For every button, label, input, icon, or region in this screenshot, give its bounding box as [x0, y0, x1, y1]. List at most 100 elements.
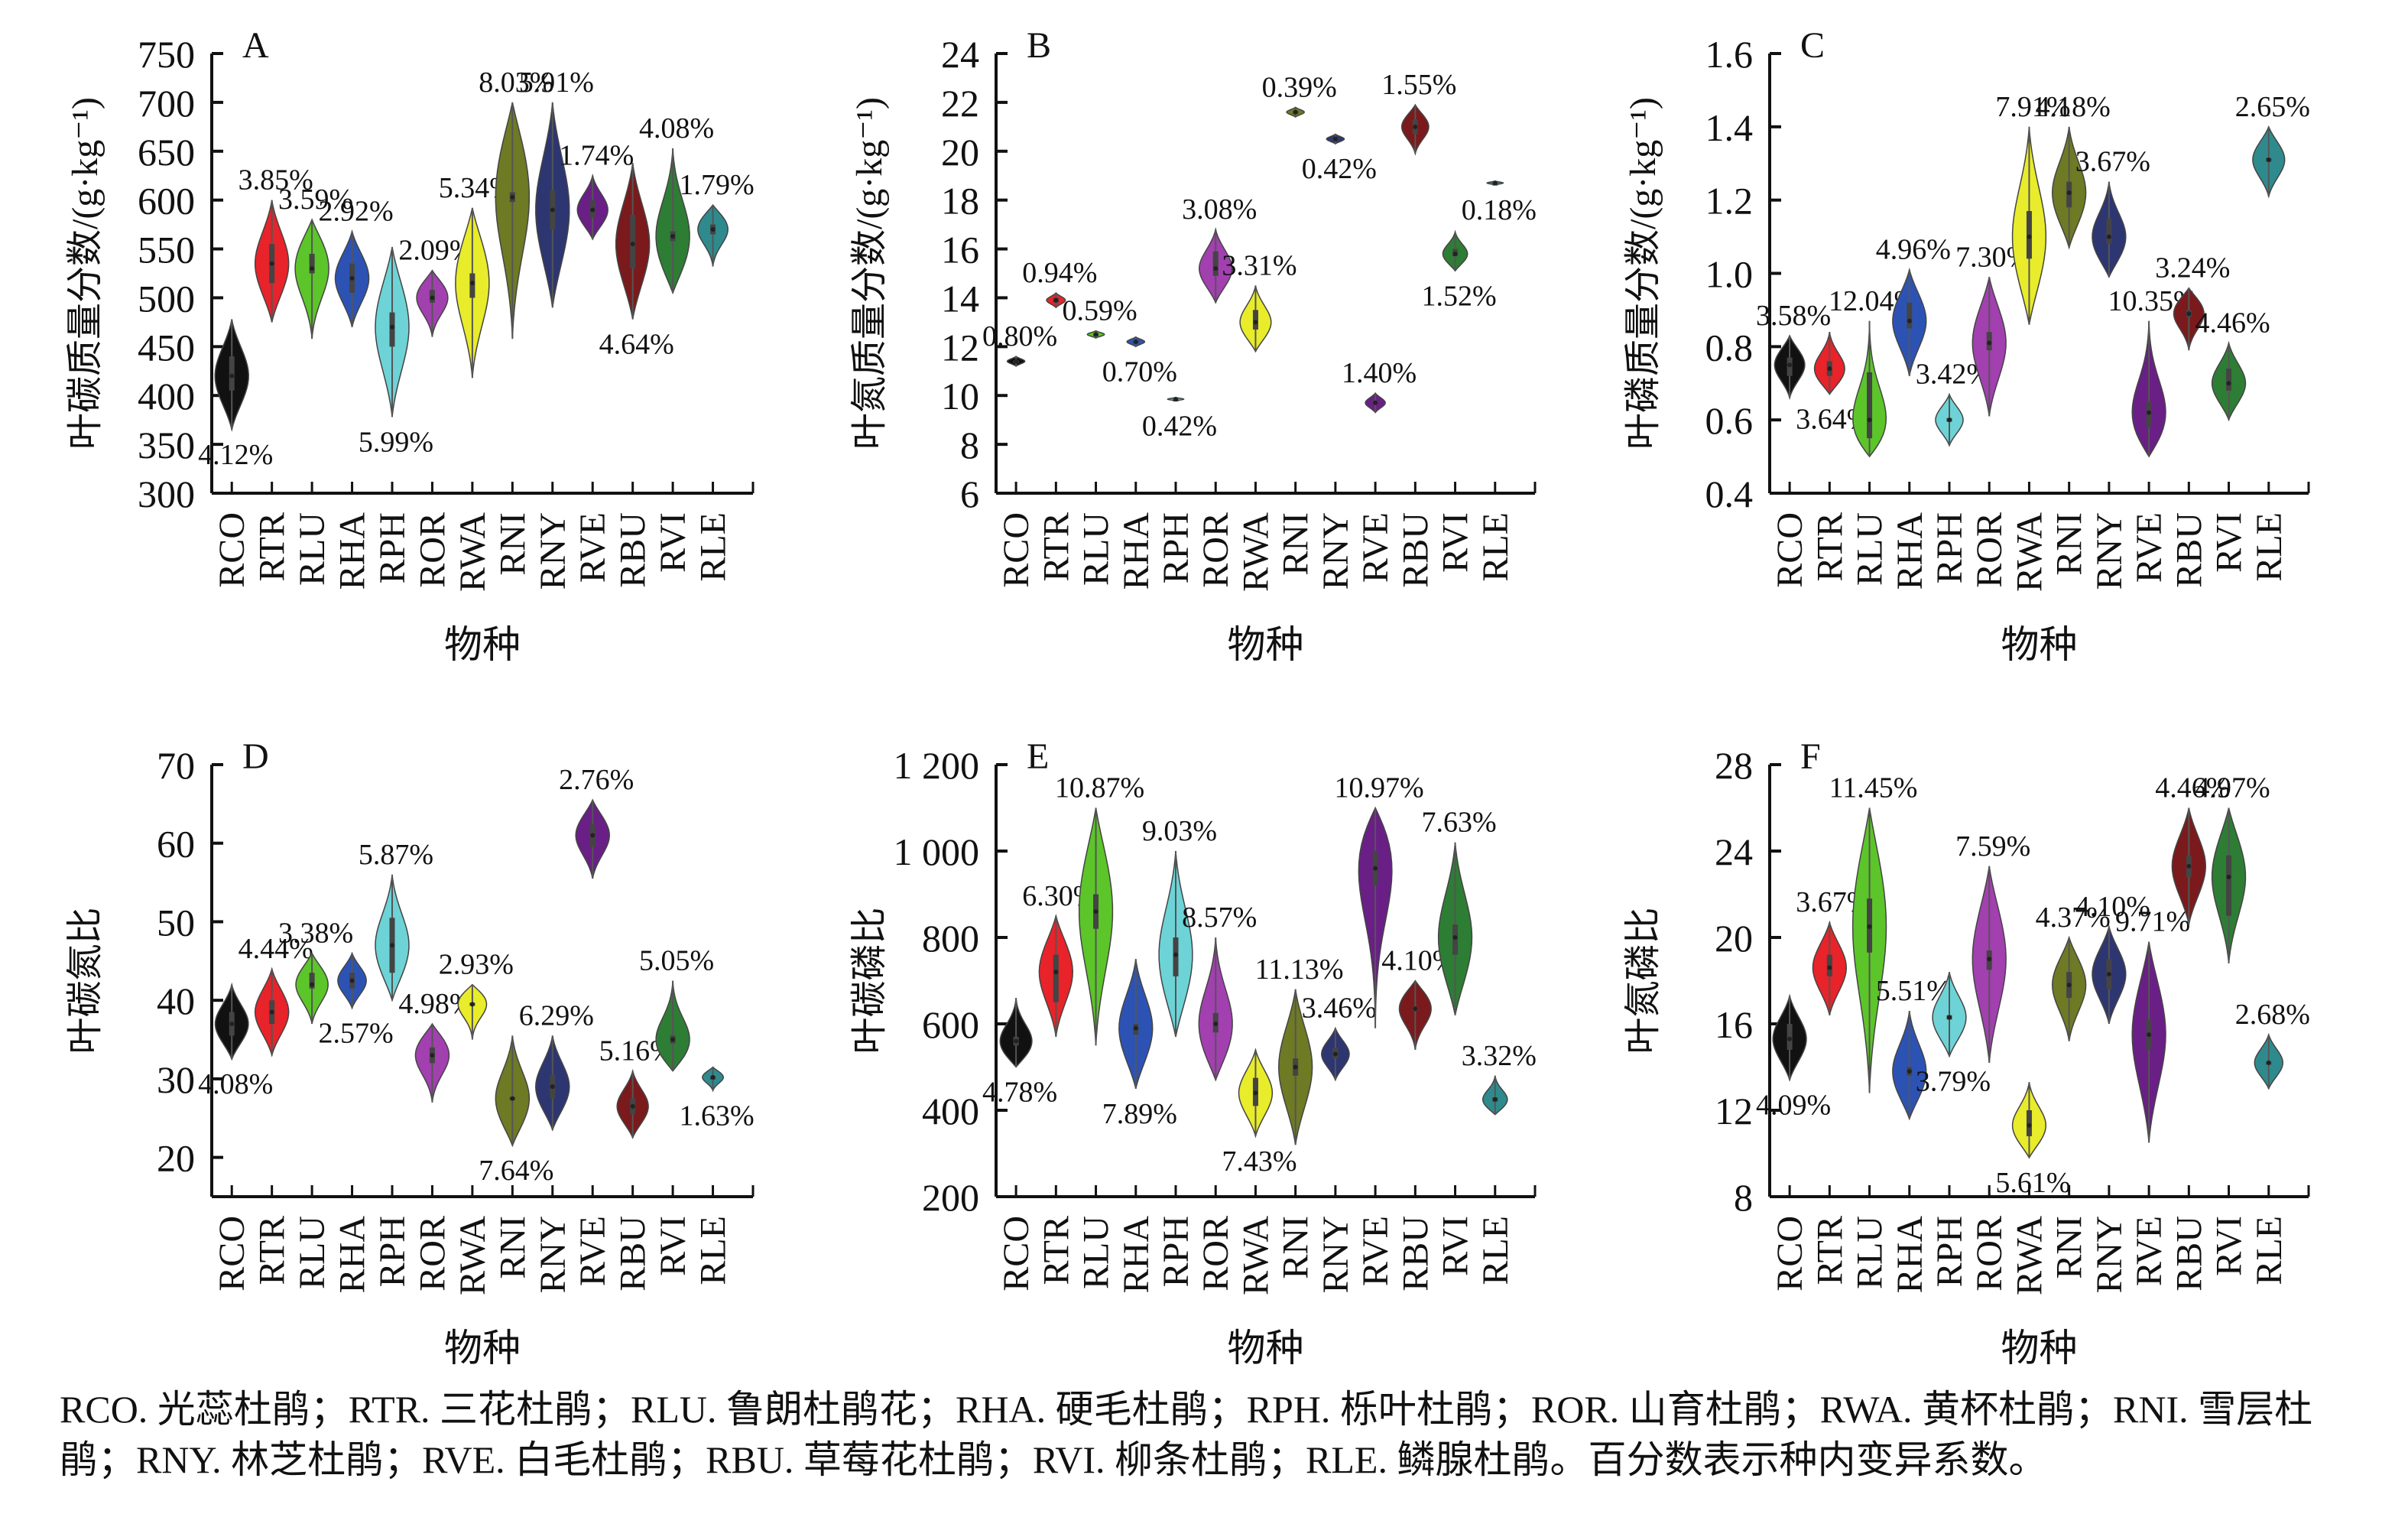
cv-label: 0.39% [1262, 71, 1337, 103]
violin-rco: 4.78% [982, 998, 1057, 1109]
x-tick-label: RCO [996, 512, 1037, 588]
cv-label: 4.64% [599, 329, 674, 361]
x-tick-label: RTR [252, 1216, 293, 1285]
violin-rle: 2.68% [2235, 999, 2310, 1090]
violin-rlu: 10.87% [1055, 772, 1144, 1046]
x-tick-label: RVI [2209, 512, 2250, 573]
x-tick-label: RNI [492, 512, 533, 576]
violin-median [469, 281, 475, 286]
x-tick-label: RPH [1929, 1216, 1970, 1287]
violin-rle: 1.79% [679, 169, 755, 267]
violin-ror: 8.57% [1182, 902, 1257, 1082]
violin-median [1053, 970, 1059, 975]
violin-median [2226, 874, 2231, 879]
violin-rwa: 3.31% [1222, 249, 1297, 353]
violin-iqr [2226, 369, 2232, 391]
x-tick-label: RTR [1036, 512, 1076, 581]
y-tick-label: 600 [138, 180, 195, 223]
x-tick-label: RHA [333, 512, 373, 590]
cv-label: 7.63% [1421, 807, 1496, 839]
x-tick-label: RWA [2009, 1216, 2049, 1295]
y-tick-label: 60 [157, 823, 195, 866]
y-tick-label: 1 200 [894, 744, 980, 787]
x-tick-label: RTR [252, 512, 293, 581]
y-tick-label: 18 [941, 180, 979, 223]
violin-median [1787, 1036, 1793, 1041]
violin-median [229, 373, 235, 379]
chart-b: B 6 8 10 12 14 16 18 20 22 24 叶氮质量分数/(g·kg⁻¹) RCO RTR… [849, 25, 1537, 666]
cv-label: 3.24% [2155, 252, 2230, 284]
cv-label: 0.18% [1462, 194, 1537, 226]
x-tick-label: RNI [1276, 512, 1316, 576]
violin-rvi: 4.46% [2195, 307, 2270, 422]
cv-label: 1.40% [1342, 357, 1417, 389]
violin-rco: 0.80% [982, 320, 1057, 367]
y-tick-label: 0.6 [1705, 399, 1754, 442]
violin-rco: 4.08% [198, 982, 273, 1100]
x-tick-label: RTR [1809, 1216, 1850, 1285]
x-tick-label: RBU [613, 512, 654, 588]
panel-e: E 200 400 600 800 1 000 1 200 叶碳磷比 RCO RTR RLU RHA R… [803, 703, 1605, 1392]
violin-rve: 1.74% [559, 140, 634, 241]
cv-label: 4.12% [198, 439, 273, 471]
x-tick-label: RWA [453, 512, 493, 592]
violin-rbu: 4.46% [2155, 772, 2230, 925]
cv-label: 3.85% [239, 164, 313, 197]
violin-rvi: 7.63% [1421, 807, 1497, 1015]
violin-rvi: 5.05% [639, 945, 714, 1072]
cv-label: 9.71% [2115, 906, 2190, 938]
violin-median [310, 982, 315, 987]
x-tick-label: RHA [333, 1216, 373, 1294]
x-tick-label: RBU [613, 1216, 654, 1291]
y-tick-label: 50 [157, 901, 195, 944]
y-tick-label: 30 [157, 1058, 195, 1101]
x-tick-label: RLE [693, 512, 734, 582]
cv-label: 3.38% [278, 918, 353, 950]
violin-median [1173, 952, 1178, 957]
x-tick-label: RCO [1770, 512, 1810, 588]
violin-median [590, 207, 596, 213]
y-axis-label: 叶氮磷比 [1623, 907, 1663, 1054]
violin-median [510, 194, 515, 200]
violin-iqr [2106, 218, 2112, 245]
cv-label: 4.96% [1876, 234, 1951, 266]
cv-label: 5.61% [1995, 1167, 2070, 1199]
cv-label: 2.57% [318, 1017, 393, 1049]
violin-rwa: 2.93% [439, 949, 514, 1040]
x-tick-label: RVE [2129, 512, 2169, 583]
y-tick-label: 0.8 [1705, 326, 1754, 369]
violin-median [1867, 924, 1872, 929]
violin-median [1787, 362, 1793, 368]
x-tick-label: RLE [2249, 512, 2290, 582]
violin-median [710, 227, 716, 232]
cv-label: 4.09% [1756, 1089, 1831, 1121]
y-tick-label: 20 [941, 131, 979, 174]
x-tick-label: RWA [453, 1216, 493, 1295]
violin-median [630, 1103, 635, 1109]
x-axis-label: 物种 [2001, 623, 2078, 666]
violin-rph: 9.03% [1142, 815, 1217, 1038]
cv-label: 4.08% [198, 1068, 273, 1100]
violin-rco: 4.12% [198, 319, 273, 471]
cv-label: 3.08% [1182, 193, 1257, 226]
y-tick-label: 28 [1715, 744, 1753, 787]
violin-median [430, 1053, 435, 1058]
violin-median [269, 261, 274, 266]
x-tick-label: ROR [1969, 512, 2010, 588]
cv-label: 5.05% [639, 945, 714, 977]
x-tick-label: RNY [2089, 512, 2130, 590]
violin-rph: 3.79% [1916, 972, 1991, 1097]
y-tick-label: 400 [138, 375, 195, 417]
y-tick-label: 1.0 [1705, 253, 1754, 296]
violin-rny: 0.42% [1302, 133, 1377, 185]
cv-label: 7.91% [1995, 91, 2070, 123]
cv-label: 2.65% [2235, 91, 2310, 123]
x-tick-label: RPH [372, 1216, 413, 1287]
x-tick-label: RLU [1076, 512, 1117, 586]
violin-rha: 0.70% [1102, 336, 1177, 388]
violin-median [1093, 909, 1099, 915]
cv-label: 0.80% [982, 320, 1057, 353]
violin-rtr: 0.94% [1022, 257, 1097, 309]
violin-rni: 11.13% [1255, 954, 1344, 1145]
